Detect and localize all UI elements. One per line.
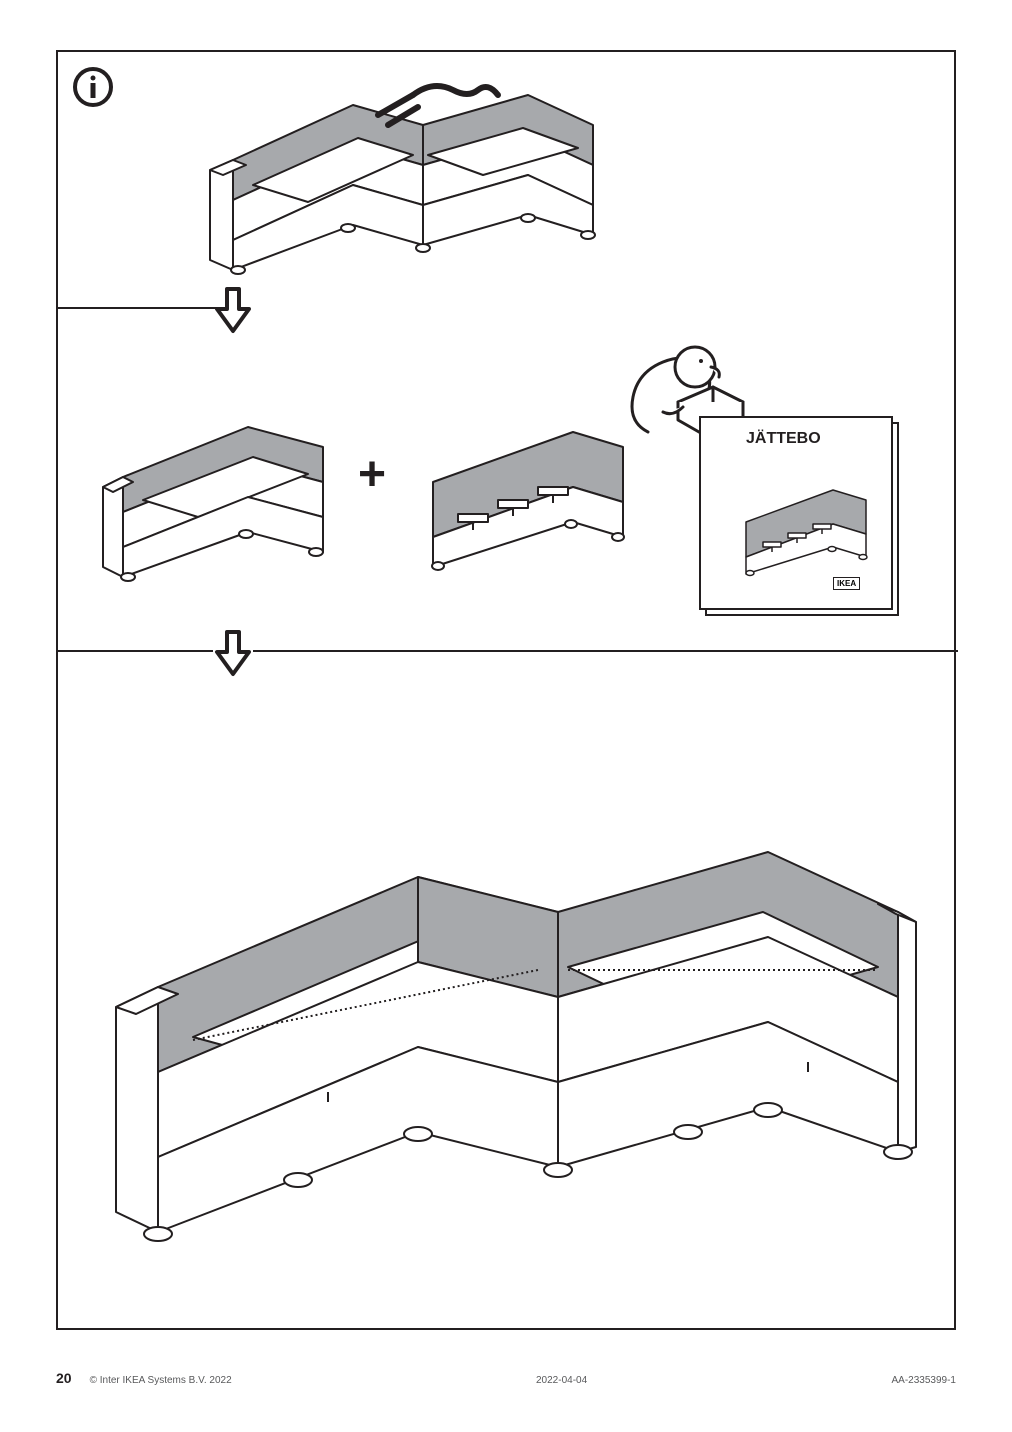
date-text: 2022-04-04 — [536, 1375, 587, 1386]
combined-sofa-large — [98, 832, 918, 1272]
booklet-title: JÄTTEBO — [746, 430, 821, 448]
seat-module-diagram — [98, 412, 338, 587]
page-number: 20 — [56, 1370, 72, 1386]
document-id: AA-2335399-1 — [892, 1375, 957, 1386]
plus-icon: + — [358, 447, 386, 502]
down-arrow-icon — [213, 287, 253, 335]
booklet-module-diagram — [738, 482, 873, 577]
down-arrow-icon — [213, 630, 253, 678]
page-frame: + — [56, 50, 956, 1330]
divider — [58, 650, 958, 652]
backrest-module-diagram — [423, 422, 633, 572]
copyright-text: © Inter IKEA Systems B.V. 2022 — [90, 1375, 232, 1386]
info-icon — [72, 66, 114, 108]
combined-sofa-small — [198, 70, 598, 280]
divider — [58, 307, 218, 309]
page-footer: 20 © Inter IKEA Systems B.V. 2022 2022-0… — [56, 1370, 956, 1386]
ikea-logo: IKEA — [833, 577, 860, 590]
